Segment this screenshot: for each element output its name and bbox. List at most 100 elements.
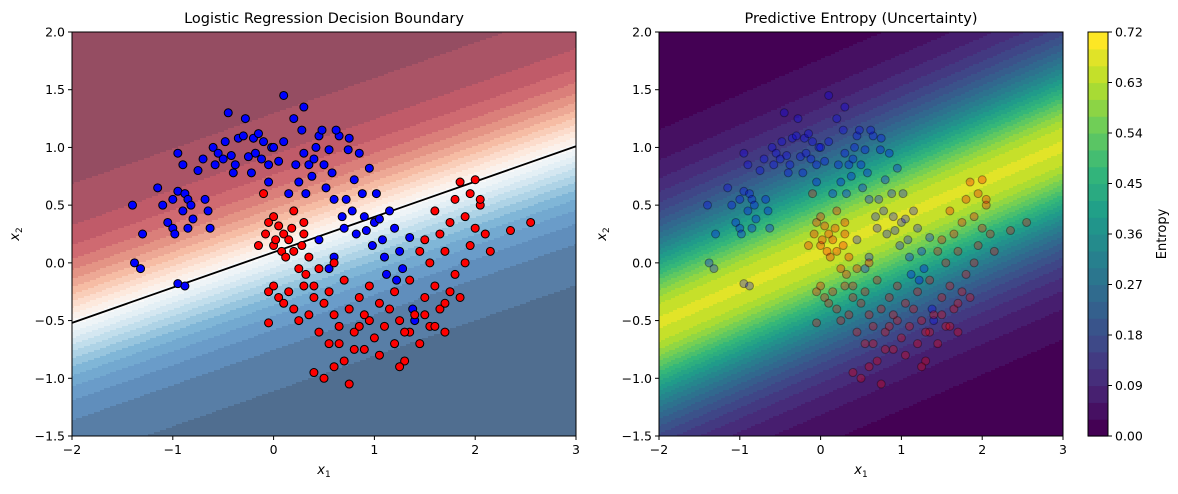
class-0-point	[345, 134, 353, 142]
y-tick-label: −1.5	[622, 429, 652, 444]
class-0-point	[744, 161, 752, 169]
class-1-point	[282, 253, 290, 261]
x-tick-label: 1	[897, 442, 905, 457]
class-0-point	[841, 149, 849, 157]
class-1-point	[436, 230, 444, 238]
class-0-point	[813, 161, 821, 169]
class-1-point	[974, 242, 982, 250]
class-0-point	[380, 253, 388, 261]
class-1-point	[910, 305, 918, 313]
class-1-point	[262, 230, 270, 238]
class-1-point	[826, 253, 834, 261]
class-1-point	[978, 176, 986, 184]
class-0-point	[139, 230, 147, 238]
class-1-point	[527, 218, 535, 226]
x-tick-label: −2	[63, 442, 81, 457]
class-1-point	[441, 247, 449, 255]
y-tick-label: 2.0	[45, 25, 65, 40]
class-0-point	[728, 201, 736, 209]
class-1-point	[305, 253, 313, 261]
left-title: Logistic Regression Decision Boundary	[184, 11, 464, 27]
class-0-point	[778, 138, 786, 146]
class-0-point	[181, 282, 189, 290]
class-0-point	[834, 161, 842, 169]
colorbar-tick-label: 0.63	[1115, 75, 1143, 90]
class-1-point	[421, 236, 429, 244]
right-ylabel: x2	[595, 227, 612, 241]
class-0-point	[889, 213, 897, 221]
class-1-point	[877, 305, 885, 313]
class-0-point	[842, 190, 850, 198]
class-0-point	[330, 195, 338, 203]
class-0-point	[159, 201, 167, 209]
class-1-point	[330, 363, 338, 371]
class-0-point	[312, 143, 320, 151]
class-0-point	[302, 190, 310, 198]
class-0-point	[184, 224, 192, 232]
class-1-point	[934, 247, 942, 255]
class-1-point	[280, 299, 288, 307]
class-1-point	[865, 363, 873, 371]
class-1-point	[873, 357, 881, 365]
class-1-point	[345, 380, 353, 388]
colorbar-tick-label: 0.27	[1115, 277, 1143, 292]
class-1-point	[938, 293, 946, 301]
class-0-point	[736, 195, 744, 203]
class-0-point	[406, 233, 414, 241]
class-0-point	[893, 164, 901, 172]
class-0-point	[783, 152, 791, 160]
class-1-point	[481, 230, 489, 238]
class-0-point	[231, 161, 239, 169]
class-0-point	[352, 230, 360, 238]
class-0-point	[241, 115, 249, 123]
class-0-point	[918, 247, 926, 255]
class-0-point	[199, 155, 207, 163]
y-tick-label: 1.0	[632, 140, 652, 155]
class-0-point	[355, 149, 363, 157]
class-1-point	[285, 236, 293, 244]
class-1-point	[849, 293, 857, 301]
class-1-point	[431, 207, 439, 215]
class-0-point	[320, 161, 328, 169]
class-0-point	[841, 103, 849, 111]
class-1-point	[401, 328, 409, 336]
class-0-point	[169, 195, 177, 203]
class-0-point	[391, 224, 399, 232]
class-1-point	[841, 230, 849, 238]
class-1-point	[290, 207, 298, 215]
class-1-point	[451, 195, 459, 203]
class-1-point	[300, 218, 308, 226]
class-1-point	[922, 328, 930, 336]
class-1-point	[335, 322, 343, 330]
class-1-point	[869, 322, 877, 330]
class-0-point	[875, 195, 883, 203]
class-1-point	[839, 242, 847, 250]
colorbar-tick-label: 0.72	[1115, 25, 1143, 40]
class-1-point	[990, 247, 998, 255]
class-0-point	[851, 143, 859, 151]
class-1-point	[918, 317, 926, 325]
class-1-point	[340, 357, 348, 365]
class-1-point	[441, 299, 449, 307]
class-0-point	[378, 236, 386, 244]
x-tick-label: 2	[471, 442, 479, 457]
class-1-point	[978, 224, 986, 232]
y-tick-label: 0.0	[632, 255, 652, 270]
class-1-point	[396, 363, 404, 371]
class-0-point	[187, 201, 195, 209]
class-0-point	[901, 215, 909, 223]
class-0-point	[867, 126, 875, 134]
class-1-point	[451, 270, 459, 278]
class-1-point	[360, 311, 368, 319]
class-1-point	[421, 311, 429, 319]
class-0-point	[910, 207, 918, 215]
y-tick-label: 1.5	[632, 82, 652, 97]
class-1-point	[946, 207, 954, 215]
class-1-point	[466, 242, 474, 250]
class-0-point	[829, 190, 837, 198]
class-0-point	[873, 224, 881, 232]
class-1-point	[406, 276, 414, 284]
class-1-point	[914, 288, 922, 296]
class-1-point	[265, 319, 273, 327]
